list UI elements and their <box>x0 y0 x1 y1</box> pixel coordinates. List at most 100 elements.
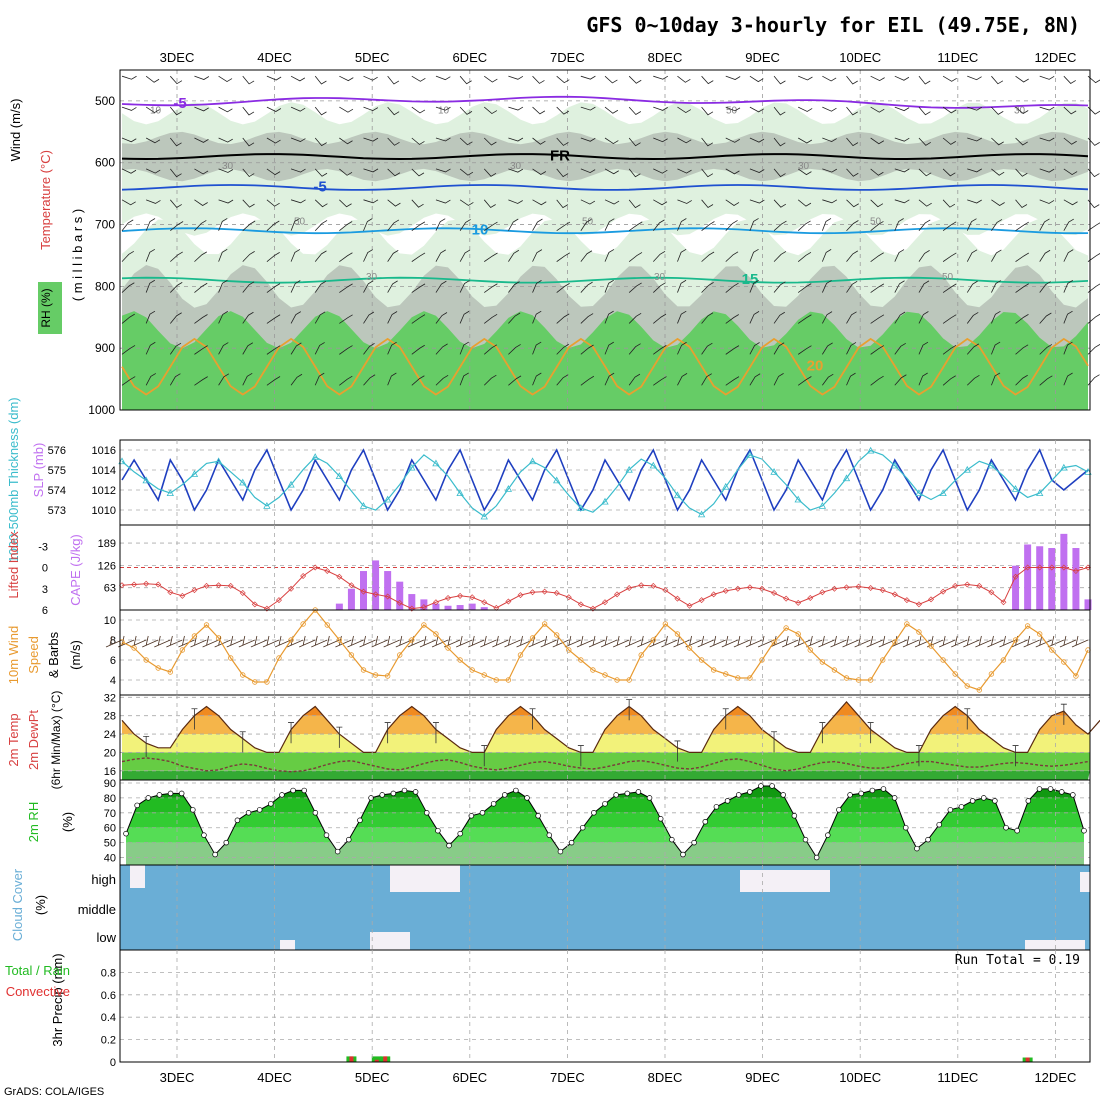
rh-marker <box>401 787 408 794</box>
wind-barb <box>580 137 596 142</box>
wind-barb <box>653 250 666 262</box>
wind-label: 10m Wind <box>6 626 21 685</box>
li-marker <box>155 581 162 588</box>
wind-barb <box>677 106 692 114</box>
wind-barb <box>483 199 496 209</box>
date-label-top: 9DEC <box>745 50 780 65</box>
slp-ytick: 1014 <box>92 465 116 477</box>
wind-barb <box>821 218 832 231</box>
wind-speed-marker <box>1049 647 1055 653</box>
wind-barb <box>604 341 614 355</box>
precip-legend-total: Total / Rain <box>5 963 70 978</box>
wind-barb-10m <box>105 635 123 648</box>
wind-barb <box>894 374 907 386</box>
li-marker <box>746 584 753 591</box>
wind-barb <box>604 75 618 84</box>
rh-marker <box>646 795 653 801</box>
wind-barb <box>218 199 234 204</box>
rh-ytick: 70 <box>104 808 116 820</box>
temp-minmax-bar <box>674 740 681 762</box>
wind-barb <box>604 137 619 145</box>
thickness-marker <box>335 472 344 480</box>
thickness-marker <box>504 485 513 492</box>
wind-barb <box>822 137 837 143</box>
wind-barb <box>459 310 470 324</box>
wind-barb <box>942 106 957 114</box>
wind-barb <box>242 75 255 85</box>
profile-ytick: 800 <box>95 279 115 293</box>
li-marker <box>1012 573 1019 580</box>
date-label-top: 3DEC <box>160 50 195 65</box>
wind-barb <box>194 199 208 206</box>
slp-series-line <box>121 448 1089 512</box>
wind-barb <box>266 220 280 232</box>
wind-barb <box>628 199 641 209</box>
wind-barb <box>749 137 765 143</box>
wind-barb <box>411 375 425 386</box>
wind-barb <box>653 75 669 80</box>
wind-barb <box>942 137 956 145</box>
wind-barb <box>363 311 375 324</box>
wind-barb <box>435 312 448 324</box>
wind-barb <box>508 168 524 173</box>
wind-barb <box>484 221 498 232</box>
wind-barb <box>266 168 281 176</box>
rh-ytick: 50 <box>104 838 116 850</box>
wind-barb <box>1087 253 1100 262</box>
wind-barb-10m <box>987 635 1004 648</box>
date-label-bottom: 12DEC <box>1034 1070 1076 1085</box>
wind-barb-10m <box>540 635 557 648</box>
wind-barb-10m <box>926 635 944 648</box>
wind-barb <box>242 106 255 116</box>
wind-ytick: 6 <box>110 655 116 667</box>
temp-minmax-bar <box>577 745 584 767</box>
wind-barb <box>169 137 182 147</box>
cape-bar <box>360 571 367 610</box>
wind-barb-10m <box>347 635 364 648</box>
wind-speed-marker <box>638 652 644 658</box>
li-marker <box>1048 564 1055 571</box>
wind-barb <box>532 218 543 231</box>
li-marker <box>915 601 922 608</box>
wind-speed-marker <box>541 621 548 627</box>
date-label-bottom: 9DEC <box>745 1070 780 1085</box>
wind-barb-10m <box>890 635 908 648</box>
temp-minmax-bar <box>771 731 778 753</box>
rh-marker <box>479 810 486 816</box>
wind-barb <box>749 342 760 355</box>
wind-label: Speed <box>26 636 41 674</box>
wind-barb <box>435 374 449 386</box>
date-label-bottom: 7DEC <box>550 1070 585 1085</box>
isotherm-label: FR <box>550 148 570 165</box>
wind-barb <box>556 106 570 115</box>
wind-barb <box>194 75 210 80</box>
wind-barb <box>870 75 885 82</box>
wind-barb <box>1039 137 1055 142</box>
rh-marker <box>334 848 341 855</box>
li-marker <box>650 582 657 589</box>
wind-barb <box>242 251 255 262</box>
wind-barb <box>242 220 256 232</box>
wind-barb <box>725 220 738 231</box>
thickness-marker <box>480 512 488 520</box>
wind-barb <box>604 249 615 262</box>
rh-marker <box>368 795 374 801</box>
wind-barb <box>991 249 1002 262</box>
wind-barb-10m <box>480 635 497 648</box>
wind-barb <box>918 199 932 207</box>
wind-barb <box>218 106 233 113</box>
rh-marker <box>134 802 140 809</box>
wind-barb-10m <box>866 635 883 648</box>
wind-barb <box>628 75 642 84</box>
wind-barb <box>677 279 687 293</box>
cape-ytick: 126 <box>98 560 116 572</box>
wind-barb <box>870 168 884 176</box>
wind-barb <box>677 310 687 324</box>
wind-barb <box>894 106 910 112</box>
wind-barb <box>653 106 668 111</box>
temp-ytick: 20 <box>104 747 116 759</box>
li-marker <box>903 597 910 604</box>
wind-barb <box>942 314 957 324</box>
wind-barb <box>556 313 570 324</box>
li-marker <box>336 573 343 580</box>
